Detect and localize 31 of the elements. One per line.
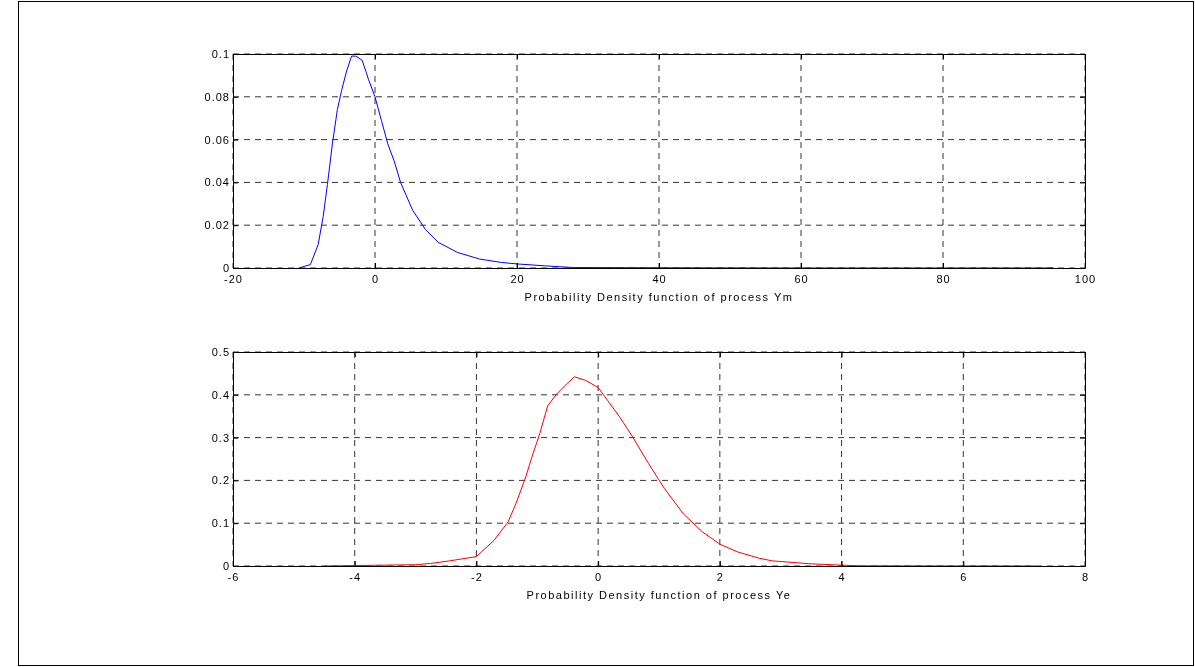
x-tick-label: 100 — [1074, 273, 1097, 286]
x-tick-label: 80 — [936, 273, 951, 286]
y-tick-label: 0 — [222, 560, 230, 573]
y-tick-label: 0.5 — [211, 346, 230, 359]
line-series — [323, 376, 1037, 567]
x-tick-label: -2 — [471, 571, 483, 584]
y-tick-label: 0.08 — [204, 90, 230, 103]
y-tick-label: 0.06 — [204, 133, 230, 146]
x-tick-label: 20 — [510, 273, 525, 286]
x-tick-label: 40 — [652, 273, 667, 286]
y-tick-label: 0.1 — [211, 48, 230, 61]
y-tick-label: 0.04 — [204, 176, 230, 189]
x-axis-title: Probability Density function of process Ym — [524, 291, 794, 303]
x-tick-label: -6 — [227, 571, 240, 584]
y-tick-label: 0.3 — [211, 431, 230, 444]
y-tick-label: 0.1 — [211, 517, 230, 530]
y-tick-label: 0.4 — [211, 388, 230, 401]
x-tick-label: -4 — [349, 571, 362, 584]
x-tick-label: 8 — [1081, 571, 1090, 584]
x-tick-label: 0 — [595, 571, 603, 584]
y-tick-label: 0 — [222, 262, 230, 275]
x-tick-label: 2 — [716, 571, 724, 584]
x-tick-label: 0 — [371, 273, 380, 286]
x-tick-label: -20 — [224, 273, 243, 286]
y-tick-label: 0.02 — [204, 219, 230, 232]
y-tick-label: 0.2 — [211, 474, 230, 487]
x-tick-label: 4 — [838, 571, 846, 584]
x-tick-label: 60 — [794, 273, 809, 286]
x-tick-label: 6 — [960, 571, 968, 584]
x-axis-title: Probability Density function of process Ye — [526, 589, 792, 601]
line-series — [298, 55, 1054, 269]
